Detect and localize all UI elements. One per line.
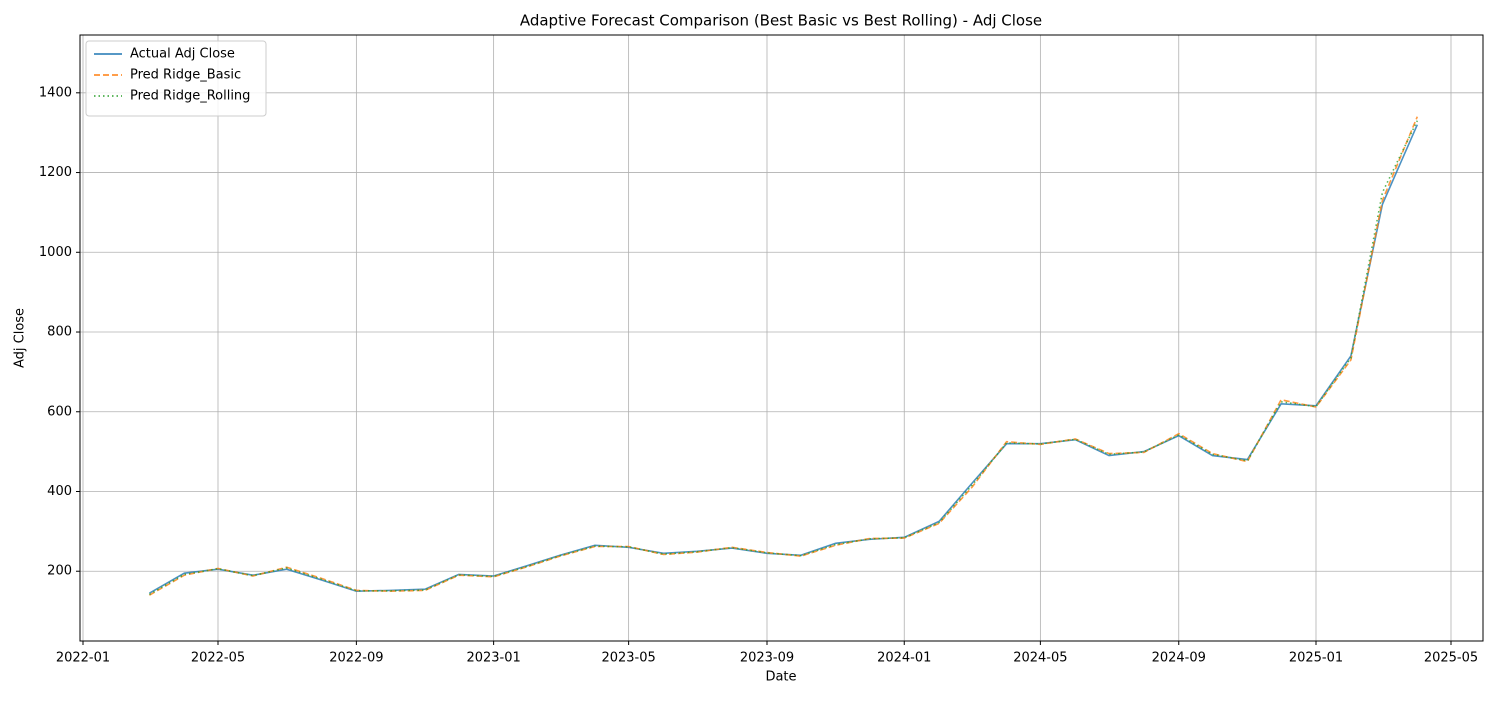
y-tick-label: 600 [47,404,72,419]
y-tick-label: 200 [47,564,72,579]
chart-title: Adaptive Forecast Comparison (Best Basic… [520,12,1042,30]
y-tick-label: 400 [47,484,72,499]
x-axis-label: Date [765,670,796,685]
y-tick-label: 1400 [39,85,72,100]
x-tick-label: 2022-09 [329,651,383,666]
x-tick-label: 2022-01 [56,651,110,666]
x-tick-label: 2023-09 [740,651,794,666]
y-tick-label: 1200 [39,165,72,180]
series-line [149,124,1419,594]
x-tick-label: 2023-01 [466,651,520,666]
y-tick-label: 800 [47,325,72,340]
x-tick-label: 2022-05 [191,651,245,666]
plot-frame [79,34,1484,642]
y-axis-label: Adj Close [13,308,28,368]
x-tick-label: 2023-05 [601,651,655,666]
x-tick-label: 2025-05 [1424,651,1478,666]
series-line [149,116,1419,596]
legend-label: Pred Ridge_Rolling [130,89,250,104]
y-tick-label: 1000 [39,245,72,260]
x-tick-label: 2025-01 [1289,651,1343,666]
x-tick-label: 2024-05 [1013,651,1067,666]
legend-label: Actual Adj Close [130,47,235,62]
legend-box [85,40,267,117]
legend-label: Pred Ridge_Basic [130,68,241,83]
legend: Actual Adj Close Pred Ridge_Basic Pred Rid… [85,40,267,117]
x-tick-label: 2024-09 [1152,651,1206,666]
x-tick-label: 2024-01 [877,651,931,666]
